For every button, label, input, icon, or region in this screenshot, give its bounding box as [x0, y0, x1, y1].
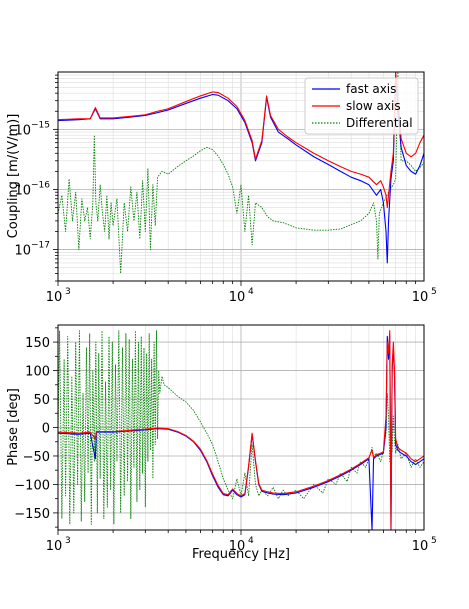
x-tick-exponent: 3	[65, 287, 71, 297]
x-tick-label: 10	[46, 290, 63, 305]
series-line-slow-axis	[58, 330, 424, 530]
y-tick-exponent: −16	[31, 180, 50, 190]
legend-fast-axis-label: fast axis	[346, 82, 396, 96]
y-tick-label: 10	[14, 183, 31, 198]
legend-frame	[304, 77, 419, 135]
phase-x-axis-label: Frequency [Hz]	[192, 547, 290, 562]
legend-slow-axis-label: slow axis	[346, 99, 401, 113]
x-tick-label: 10	[46, 539, 63, 554]
coupling-legend: fast axis slow axis Differential	[304, 77, 419, 135]
x-tick-label: 10	[412, 539, 429, 554]
y-tick-label: 10	[14, 123, 31, 138]
phase-series	[58, 330, 424, 530]
y-tick-label: −50	[23, 450, 50, 465]
x-tick-exponent: 4	[248, 287, 254, 297]
series-line-differential	[58, 72, 424, 274]
x-tick-exponent: 5	[431, 536, 437, 546]
x-tick-label: 10	[412, 290, 429, 305]
legend-differential-label: Differential	[346, 116, 413, 130]
phase-y-axis-label: Phase [deg]	[6, 388, 21, 466]
y-tick-label: −150	[14, 507, 50, 522]
x-tick-label: 10	[229, 290, 246, 305]
x-tick-exponent: 3	[65, 536, 71, 546]
y-tick-label: 100	[25, 365, 50, 380]
coupling-y-axis-label: Coupling [m/(V/m)]	[6, 114, 21, 239]
y-tick-exponent: −17	[31, 241, 50, 251]
x-tick-exponent: 5	[431, 287, 437, 297]
y-tick-exponent: −15	[31, 120, 50, 130]
y-tick-label: 50	[33, 393, 50, 408]
y-tick-label: 0	[42, 422, 50, 437]
y-tick-label: 150	[25, 336, 50, 351]
x-tick-label: 10	[229, 539, 246, 554]
x-tick-exponent: 4	[248, 536, 254, 546]
y-tick-label: −100	[14, 478, 50, 493]
y-tick-label: 10	[14, 244, 31, 259]
